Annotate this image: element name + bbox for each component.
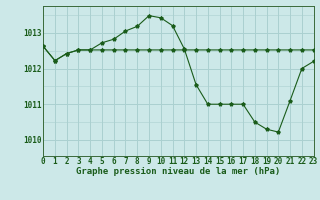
X-axis label: Graphe pression niveau de la mer (hPa): Graphe pression niveau de la mer (hPa) <box>76 168 281 177</box>
